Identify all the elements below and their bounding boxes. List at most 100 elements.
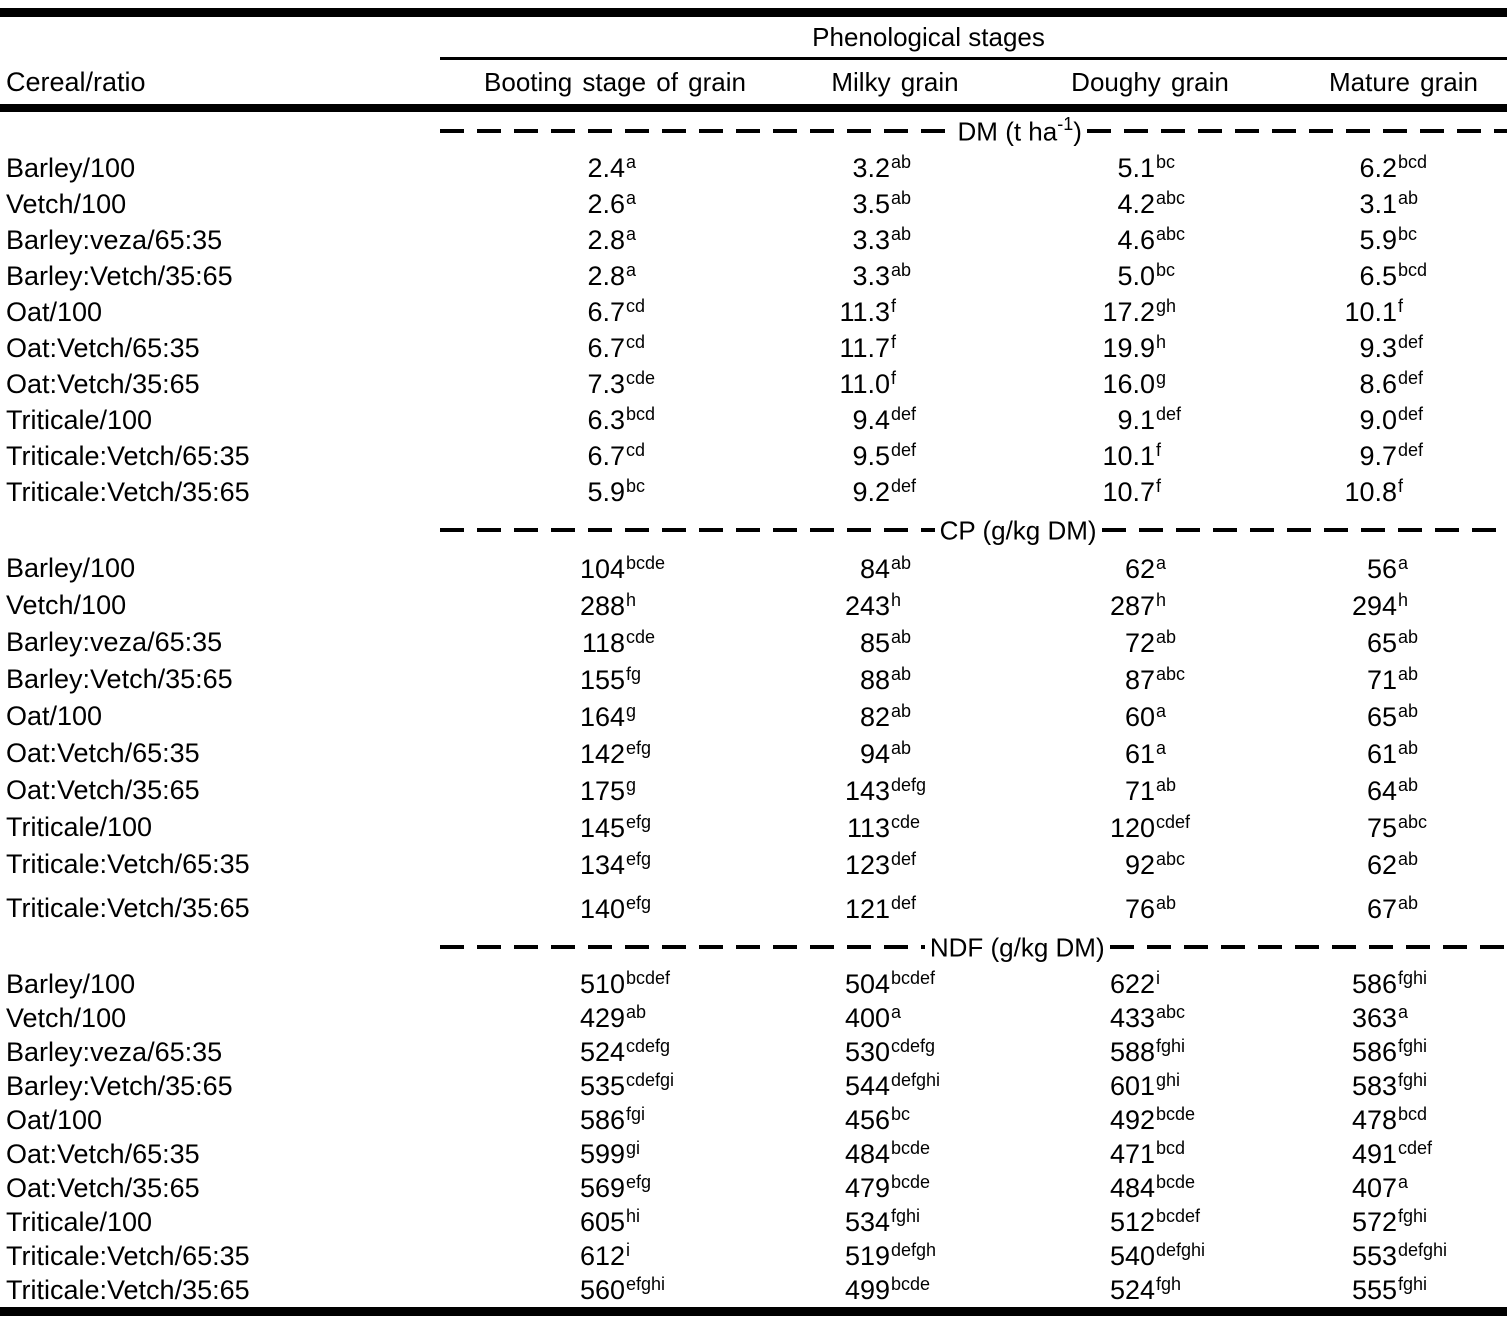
data-cell: 9.0def [1359,404,1424,435]
data-cell: 118cde [581,626,656,658]
data-cell: 4.2abc [1117,188,1186,219]
data-cell: 16.0g [1102,368,1167,399]
group-header-title: Phenological stages [812,21,1045,52]
data-cell: 143defg [844,774,927,806]
data-cell: 120cdef [1109,811,1191,843]
table-row: Triticale/100 605hi 534fghi 512bcdef 572… [0,1205,1507,1239]
row-label: Barley/100 [6,553,136,583]
row-label: Vetch/100 [6,590,127,620]
data-cell: 10.1f [1344,296,1404,327]
table-row: Barley:Vetch/35:65 535cdefgi 544defghi 6… [0,1069,1507,1103]
row-label: Oat:Vetch/35:65 [6,368,200,399]
table-row: Barley:Vetch/35:65 2.8a 3.3ab 5.0bc 6.5b… [0,258,1507,294]
data-cell: 601ghi [1109,1070,1181,1101]
data-cell: 588fghi [1109,1036,1186,1067]
data-cell: 583fghi [1351,1070,1428,1101]
data-cell: 71ab [1124,774,1177,806]
table-row: Oat:Vetch/35:65 7.3cde 11.0f 16.0g 8.6de… [0,366,1507,402]
data-cell: 519defgh [844,1240,937,1271]
data-cell: 363a [1351,1002,1409,1033]
row-label: Vetch/100 [6,188,127,219]
data-cell: 6.2bcd [1359,152,1428,183]
table-row: Barley:veza/65:35 118cde 85ab 72ab 65ab [0,624,1507,661]
data-cell: 9.4def [852,404,917,435]
data-cell: 2.8a [587,260,637,291]
data-cell: 84ab [859,552,912,584]
data-cell: 586fgi [579,1104,646,1135]
table-row: Barley:veza/65:35 524cdefg 530cdefg 588f… [0,1035,1507,1069]
data-cell: 8.6def [1359,368,1424,399]
data-cell: 62ab [1366,848,1419,880]
table-row: Triticale:Vetch/35:65 140efg 121def 76ab… [0,890,1507,927]
row-label: Triticale:Vetch/65:35 [6,440,250,471]
row-label: Vetch/100 [6,1002,127,1033]
data-cell: 504bcdef [844,968,936,999]
row-label: Oat:Vetch/35:65 [6,1172,200,1203]
row-label: Barley:veza/65:35 [6,627,223,657]
data-cell: 56a [1366,552,1409,584]
row-label: Oat/100 [6,1104,103,1135]
data-cell: 17.2gh [1102,296,1177,327]
table-row: Triticale:Vetch/65:35 612i 519defgh 540d… [0,1239,1507,1273]
data-cell: 61a [1124,737,1167,769]
data-cell: 61ab [1366,737,1419,769]
table-row: Oat/100 164g 82ab 60a 65ab [0,698,1507,735]
row-label: Oat/100 [6,296,103,327]
data-cell: 243h [844,589,902,621]
row-label: Oat/100 [6,701,103,731]
data-cell: 6.7cd [587,332,646,363]
top-border-rule [0,8,1507,17]
data-cell: 62a [1124,552,1167,584]
data-cell: 478bcd [1351,1104,1428,1135]
dashed-line-left [440,528,935,532]
data-cell: 92abc [1124,848,1186,880]
data-cell: 5.1bc [1117,152,1176,183]
data-cell: 3.3ab [852,224,912,255]
table-row: Barley:veza/65:35 2.8a 3.3ab 4.6abc 5.9b… [0,222,1507,258]
data-cell: 72ab [1124,626,1177,658]
data-cell: 104bcde [579,552,666,584]
data-cell: 9.2def [852,476,917,507]
data-cell: 471bcd [1109,1138,1186,1169]
data-cell: 2.6a [587,188,637,219]
column-header-booting: Booting stage of grain [484,66,746,97]
header-bottom-rule [0,104,1507,112]
section-separator: NDF (g/kg DM) [440,927,1507,967]
data-cell: 544defghi [844,1070,941,1101]
data-cell: 560efghi [579,1274,666,1305]
data-cell: 530cdefg [844,1036,936,1067]
data-cell: 429ab [579,1002,647,1033]
table-row: Triticale:Vetch/35:65 560efghi 499bcde 5… [0,1273,1507,1307]
section-label: CP (g/kg DM) [939,515,1097,546]
table-row: Barley/100 2.4a 3.2ab 5.1bc 6.2bcd [0,150,1507,186]
dashed-line-left [440,129,953,133]
data-cell: 65ab [1366,700,1419,732]
row-label: Triticale:Vetch/35:65 [6,476,250,507]
table-row: Barley/100 510bcdef 504bcdef 622i 586fgh… [0,967,1507,1001]
data-cell: 491cdef [1351,1138,1433,1169]
data-cell: 555fghi [1351,1274,1428,1305]
data-cell: 145efg [579,811,652,843]
row-label: Barley/100 [6,152,136,183]
table-row: Oat:Vetch/65:35 6.7cd 11.7f 19.9h 9.3def [0,330,1507,366]
data-cell: 10.7f [1102,476,1162,507]
group-header-wrap: Phenological stages [440,17,1507,57]
table-row: Oat/100 586fgi 456bc 492bcde 478bcd [0,1103,1507,1137]
data-cell: 569efg [579,1172,652,1203]
table-row: Triticale/100 145efg 113cde 120cdef 75ab… [0,809,1507,846]
data-cell: 586fghi [1351,968,1428,999]
table-row: Triticale:Vetch/65:35 6.7cd 9.5def 10.1f… [0,438,1507,474]
data-cell: 4.6abc [1117,224,1186,255]
table-row: Triticale:Vetch/35:65 5.9bc 9.2def 10.7f… [0,474,1507,510]
data-cell: 492bcde [1109,1104,1196,1135]
section-separator: CP (g/kg DM) [440,510,1507,550]
data-cell: 11.7f [839,332,897,363]
data-cell: 76ab [1124,892,1177,924]
data-cell: 87abc [1124,663,1186,695]
row-label: Oat:Vetch/35:65 [6,775,200,805]
data-cell: 6.7cd [587,440,646,471]
data-cell: 553defghi [1351,1240,1448,1271]
data-cell: 88ab [859,663,912,695]
data-cell: 10.8f [1344,476,1404,507]
